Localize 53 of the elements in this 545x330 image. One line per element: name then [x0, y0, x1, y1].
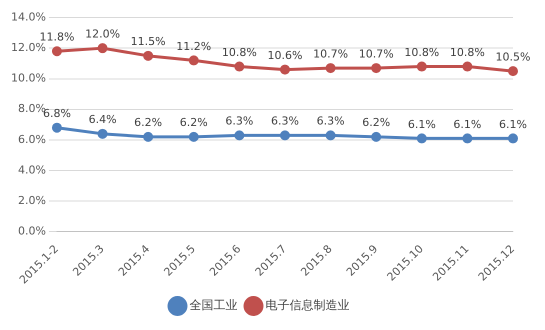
- point: [98, 128, 108, 139]
- data-label: 6.8%: [42, 107, 71, 120]
- point: [462, 133, 472, 144]
- data-label: 6.1%: [499, 118, 527, 131]
- point: [508, 66, 518, 76]
- point: [98, 43, 108, 54]
- y-tick-label: 6.0%: [18, 132, 46, 146]
- y-tick-label: 14.0%: [10, 10, 46, 24]
- point: [188, 55, 199, 66]
- data-label: 6.2%: [362, 116, 390, 130]
- point: [143, 132, 154, 142]
- y-tick-label: 12.0%: [10, 41, 46, 54]
- data-label: 11.2%: [176, 40, 212, 53]
- y-tick-label: 0.0%: [18, 224, 46, 238]
- point: [52, 122, 62, 133]
- data-label: 6.4%: [88, 113, 117, 126]
- point: [234, 130, 244, 140]
- data-label: 6.3%: [225, 114, 254, 128]
- data-label: 10.7%: [313, 47, 348, 60]
- point: [234, 62, 244, 72]
- legend-label: 全国工业: [190, 298, 238, 312]
- data-label: 6.2%: [134, 116, 162, 130]
- point: [371, 63, 382, 74]
- point: [326, 130, 336, 140]
- point: [416, 133, 427, 144]
- data-label: 10.5%: [496, 50, 530, 64]
- data-label: 12.0%: [85, 28, 120, 41]
- data-label: 10.8%: [222, 46, 257, 59]
- y-tick-label: 4.0%: [18, 163, 46, 176]
- data-label: 6.1%: [408, 118, 436, 131]
- legend-label: 电子信息制造业: [266, 298, 350, 312]
- data-label: 10.8%: [450, 46, 485, 59]
- y-tick-label: 2.0%: [18, 194, 46, 207]
- point: [326, 63, 336, 74]
- data-label: 11.8%: [39, 30, 74, 44]
- data-label: 11.5%: [130, 35, 166, 48]
- data-label: 6.2%: [180, 116, 208, 130]
- point: [371, 132, 382, 142]
- point: [143, 50, 154, 61]
- y-tick-label: 10.0%: [10, 72, 46, 85]
- point: [462, 62, 472, 72]
- point: [188, 132, 199, 142]
- point: [280, 130, 290, 140]
- data-label: 10.6%: [267, 48, 302, 62]
- data-label: 10.8%: [404, 46, 440, 59]
- data-label: 10.7%: [358, 47, 394, 60]
- point: [416, 62, 427, 72]
- point: [508, 133, 518, 144]
- data-label: 6.1%: [453, 118, 482, 131]
- point: [280, 64, 290, 75]
- data-label: 6.3%: [270, 114, 299, 128]
- point: [52, 46, 62, 56]
- data-label: 6.3%: [316, 114, 345, 128]
